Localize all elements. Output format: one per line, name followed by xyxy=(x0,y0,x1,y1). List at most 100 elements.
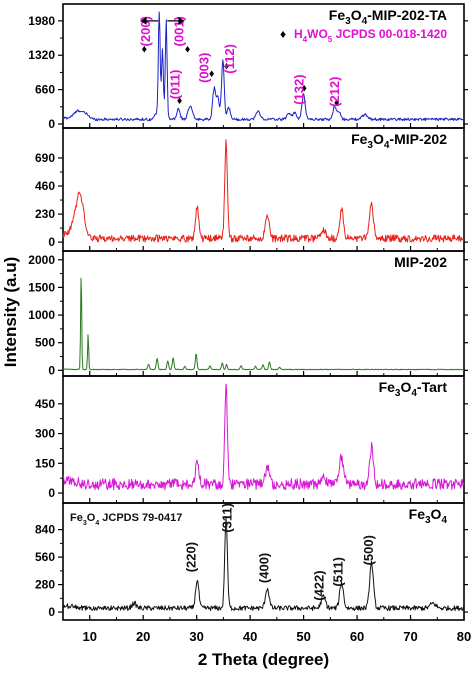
title-part: JCPDS 00-018-1420 xyxy=(332,27,447,41)
series-line xyxy=(62,383,465,491)
y-tick-label: 0 xyxy=(48,235,55,249)
title-part: 5 xyxy=(328,35,333,44)
title-part: 3 xyxy=(395,388,401,399)
x-tick-label: 30 xyxy=(189,629,203,644)
y-tick-label: 280 xyxy=(35,578,55,592)
hkl-label: (500) xyxy=(361,535,376,565)
title-part: O xyxy=(431,506,442,522)
title-part: Fe xyxy=(379,379,396,395)
hkl-label: (212) xyxy=(327,77,342,107)
title-part: 3 xyxy=(367,140,373,151)
hkl-label: (400) xyxy=(256,553,271,583)
series-label: Fe3O4 xyxy=(409,506,448,526)
diamond-marker: ♦ xyxy=(141,44,147,56)
y-tick-label: 690 xyxy=(35,151,55,165)
panel-4: 0 150 300 450 Fe3O4-Tart xyxy=(35,375,468,504)
y-tick-label: 1320 xyxy=(28,48,55,62)
hkl-label: (311) xyxy=(219,503,234,533)
diamond-marker: ♦ xyxy=(301,83,307,95)
y-tick-label: 0 xyxy=(48,605,55,619)
x-tick-label: 70 xyxy=(403,629,417,644)
diamond-marker: ♦ xyxy=(334,97,340,109)
series-line xyxy=(62,139,465,243)
legend-marker: ♦ xyxy=(280,27,286,41)
title-part: MIP-202 xyxy=(394,254,447,270)
title-part: 4 xyxy=(362,16,368,27)
title-part: Fe xyxy=(329,7,346,23)
title-part: WO xyxy=(307,27,328,41)
hkl-label: (001) xyxy=(171,16,186,46)
y-tick-label: 560 xyxy=(35,550,55,564)
y-tick-label: 450 xyxy=(35,397,55,411)
diamond-marker: ♦ xyxy=(185,44,191,56)
series-label: Fe3O4-MIP-202-TA xyxy=(329,7,447,27)
y-tick-label: 500 xyxy=(35,336,55,350)
diamond-marker: ♦ xyxy=(177,95,183,107)
title-part: 3 xyxy=(345,16,351,27)
arrow-head xyxy=(178,16,185,25)
y-tick-label: 840 xyxy=(35,523,55,537)
hkl-label: (511) xyxy=(331,557,346,587)
series-label: MIP-202 xyxy=(394,254,447,270)
series-line xyxy=(62,277,464,371)
title-part: 4 xyxy=(411,388,417,399)
x-tick-label: 60 xyxy=(350,629,364,644)
x-tick-label: 50 xyxy=(296,629,310,644)
title-part: -MIP-202 xyxy=(389,131,447,147)
y-tick-label: 0 xyxy=(48,486,55,500)
x-tick-label: 40 xyxy=(243,629,257,644)
title-part: Fe xyxy=(351,131,368,147)
x-axis-label: 2 Theta (degree) xyxy=(198,650,329,669)
hkl-label: (220) xyxy=(184,542,199,572)
y-tick-label: 1500 xyxy=(28,280,55,294)
x-tick-label: 10 xyxy=(82,629,96,644)
title-part: JCPDS 79-0417 xyxy=(99,512,182,524)
hkl-label: (200) xyxy=(138,16,153,46)
title-part: 4 xyxy=(441,515,447,526)
y-tick-label: 1000 xyxy=(28,308,55,322)
series-line xyxy=(62,517,465,612)
x-tick-label: 20 xyxy=(136,629,150,644)
y-tick-label: 660 xyxy=(35,83,55,97)
title-part: O xyxy=(87,512,96,524)
series-label: Fe3O4-Tart xyxy=(379,379,448,399)
y-tick-label: 0 xyxy=(48,363,55,377)
title-part: Fe xyxy=(409,506,426,522)
legend-text: H4WO5 JCPDS 00-018-1420 xyxy=(294,27,447,44)
title-part: 3 xyxy=(83,520,87,527)
panel-frame xyxy=(62,502,465,621)
y-tick-label: 0 xyxy=(48,117,55,131)
arrow-head xyxy=(140,16,147,25)
title-part: 4 xyxy=(384,140,390,151)
hkl-label: (112) xyxy=(222,44,237,74)
panel-3: 0 500 1000 1500 2000 MIP-202 xyxy=(28,250,468,377)
title-part: Fe xyxy=(70,512,83,524)
y-tick-label: 230 xyxy=(35,207,55,221)
y-axis-label: Intensity (a.u) xyxy=(1,257,20,368)
y-tick-label: 300 xyxy=(35,427,55,441)
title-part: O xyxy=(351,7,362,23)
title-part: -MIP-202-TA xyxy=(367,7,447,23)
hkl-label: (003) xyxy=(196,53,211,83)
title-part: 4 xyxy=(95,520,99,527)
y-tick-label: 150 xyxy=(35,456,55,470)
legend-text: Fe3O4 JCPDS 79-0417 xyxy=(70,512,182,527)
x-tick-label: 80 xyxy=(457,629,471,644)
title-part: 3 xyxy=(425,515,431,526)
y-tick-label: 1980 xyxy=(28,14,55,28)
title-part: O xyxy=(400,379,411,395)
title-part: -Tart xyxy=(417,379,447,395)
diamond-marker: ♦ xyxy=(209,68,215,80)
series-label: Fe3O4-MIP-202 xyxy=(351,131,447,151)
diamond-marker: ♦ xyxy=(224,60,230,72)
title-part: 4 xyxy=(303,35,308,44)
hkl-label: (011) xyxy=(168,70,183,100)
y-tick-label: 460 xyxy=(35,179,55,193)
panel-2: 0 230 460 690 Fe3O4-MIP-202 xyxy=(35,127,468,252)
hkl-label: (422) xyxy=(311,570,326,600)
title-part: O xyxy=(373,131,384,147)
